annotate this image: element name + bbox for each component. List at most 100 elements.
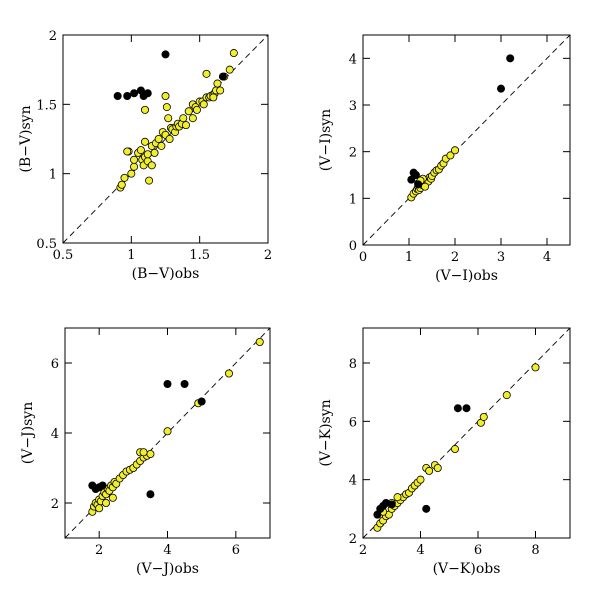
yellow-point: [157, 141, 166, 150]
yellow-point: [421, 182, 430, 191]
black-point: [218, 72, 227, 81]
yellow-point: [120, 173, 129, 182]
black-point: [130, 89, 139, 98]
yellow-point: [143, 150, 152, 159]
black-point: [146, 490, 155, 499]
yellow-point: [255, 337, 264, 346]
yellow-point: [163, 427, 172, 436]
black-point: [506, 54, 515, 63]
black-point: [411, 170, 420, 179]
y-tick-label: 1: [349, 192, 357, 207]
black-point: [407, 175, 416, 184]
black-point: [496, 84, 505, 93]
identity-line: [62, 34, 269, 244]
panel-3: 2 4 6 8 2 4 6 8 (V−K)obs (V−K)syn: [318, 327, 571, 577]
yellow-point: [531, 363, 540, 372]
plot-frame: [362, 327, 571, 539]
y-axis-label: (V−K)syn: [318, 399, 334, 466]
yellow-point: [150, 148, 159, 157]
yellow-point: [127, 169, 136, 178]
yellow-point: [117, 180, 126, 189]
y-axis-label: (V−J)syn: [20, 402, 36, 465]
y-tick-label: 0.5: [36, 237, 57, 252]
yellow-point: [502, 391, 511, 400]
black-point: [387, 500, 396, 509]
yellow-point: [450, 146, 459, 155]
x-tick-label: 3: [497, 250, 505, 265]
yellow-point: [130, 155, 139, 164]
yellow-point: [162, 103, 171, 112]
yellow-point: [161, 92, 170, 101]
identity-line: [362, 327, 571, 539]
y-tick-label: 6: [51, 357, 59, 372]
black-point: [161, 50, 170, 59]
black-point: [113, 92, 122, 101]
y-tick-label: 2: [349, 532, 357, 547]
x-tick-label: 1.5: [189, 248, 210, 263]
yellow-point: [154, 134, 163, 143]
y-tick-label: 2: [49, 29, 57, 44]
yellow-point: [181, 121, 190, 130]
x-axis-label: (B−V)obs: [132, 266, 200, 282]
y-tick-label: 4: [349, 52, 357, 67]
x-tick-label: 2: [95, 543, 103, 558]
black-point: [414, 180, 423, 189]
yellow-point: [139, 448, 148, 457]
x-tick-label: 4: [163, 543, 171, 558]
yellow-point: [224, 369, 233, 378]
y-tick-label: 6: [349, 415, 357, 430]
yellow-point: [147, 161, 156, 170]
yellow-point: [140, 105, 149, 114]
yellow-point: [188, 114, 197, 123]
y-axis-label: (V−I)syn: [318, 109, 334, 171]
yellow-point: [102, 498, 111, 507]
yellow-point: [95, 504, 104, 513]
y-tick-label: 3: [349, 99, 357, 114]
black-point: [163, 379, 172, 388]
yellow-point: [130, 162, 139, 171]
panel-1: 0 1 2 3 4 0 1 2 3 4 (V−I)obs (V−I)syn: [318, 34, 571, 284]
yellow-point: [136, 146, 145, 155]
yellow-point: [446, 151, 455, 160]
yellow-point: [479, 412, 488, 421]
black-point: [123, 92, 132, 101]
black-point: [422, 504, 431, 513]
yellow-point: [433, 463, 442, 472]
x-tick-label: 4: [543, 250, 551, 265]
y-tick-label: 4: [51, 427, 59, 442]
yellow-point: [216, 86, 225, 95]
yellow-point: [199, 100, 208, 109]
identity-line: [64, 327, 271, 539]
yellow-point: [179, 114, 188, 123]
plot-frame: [64, 327, 271, 539]
y-tick-label: 2: [51, 497, 59, 512]
y-axis-label: (B−V)syn: [18, 105, 34, 172]
x-axis-label: (V−J)obs: [136, 561, 199, 577]
x-tick-label: 1: [127, 248, 135, 263]
y-tick-label: 0: [349, 239, 357, 254]
x-tick-label: 8: [531, 543, 539, 558]
yellow-point: [209, 93, 218, 102]
x-tick-label: 6: [232, 543, 240, 558]
yellow-point: [165, 134, 174, 143]
x-tick-label: 4: [416, 543, 424, 558]
black-point: [462, 404, 471, 413]
black-point: [197, 397, 206, 406]
y-tick-label: 4: [349, 474, 357, 489]
yellow-point: [425, 466, 434, 475]
plot-frame: [62, 34, 269, 244]
yellow-point: [450, 445, 459, 454]
black-point: [98, 481, 107, 490]
panel-0: 0.5 1 1.5 2 0.5 1 1.5 2 (B−V)obs (B−V)syn: [18, 29, 272, 282]
yellow-point: [140, 137, 149, 146]
x-tick-label: 1: [405, 250, 413, 265]
panel-2: 2 4 6 2 4 6 (V−J)obs (V−J)syn: [20, 327, 271, 577]
yellow-point: [145, 176, 154, 185]
yellow-point: [229, 49, 238, 58]
y-tick-label: 1.5: [36, 98, 57, 113]
plot-frame: [362, 34, 571, 246]
yellow-point: [393, 493, 402, 502]
black-point: [180, 379, 189, 388]
x-axis-label: (V−I)obs: [435, 268, 498, 284]
x-tick-label: 6: [474, 543, 482, 558]
